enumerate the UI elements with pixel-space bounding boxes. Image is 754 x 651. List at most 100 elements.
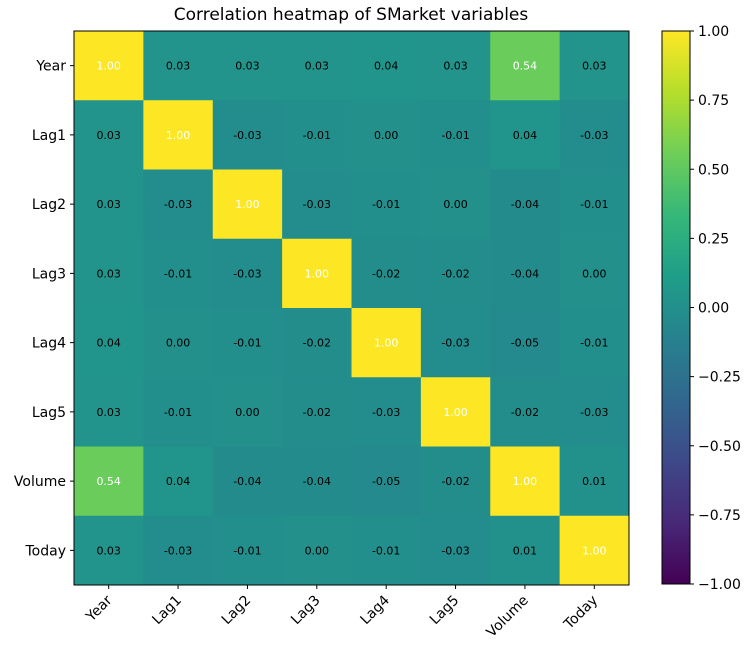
column-tick-label: Year	[83, 592, 116, 625]
colorbar-tick-label: −0.50	[698, 439, 741, 455]
heatmap-cell	[74, 238, 144, 309]
heatmap-cell	[212, 31, 283, 101]
cell-value-label: 0.03	[96, 406, 121, 419]
cell-value-label: 0.04	[96, 337, 121, 350]
heatmap-cell	[559, 515, 630, 586]
heatmap-cell	[490, 446, 561, 517]
cell-value-label: -0.01	[580, 198, 608, 211]
cell-value-label: -0.03	[580, 129, 608, 142]
heatmap-cell	[282, 308, 352, 378]
cell-value-label: 1.00	[235, 198, 260, 211]
cell-value-label: -0.03	[441, 544, 469, 557]
cell-value-label: 0.54	[96, 475, 121, 488]
column-tick-label: Today	[560, 593, 601, 634]
heatmap-cell	[420, 377, 491, 447]
cell-value-label: 0.00	[374, 129, 399, 142]
cell-value-label: -0.01	[441, 129, 469, 142]
heatmap-cell	[420, 308, 491, 378]
heatmap-cell	[490, 515, 561, 586]
cell-value-label: 0.00	[305, 544, 330, 557]
cell-value-label: -0.01	[580, 337, 608, 350]
row-tick-label: Volume	[14, 474, 66, 490]
heatmap-cell	[74, 515, 144, 586]
colorbar-tick-label: −1.00	[698, 577, 741, 593]
cell-value-label: -0.01	[372, 198, 400, 211]
cell-value-label: 0.01	[513, 544, 538, 557]
cell-value-label: -0.04	[511, 198, 539, 211]
cell-value-label: 0.03	[96, 267, 121, 280]
cell-value-label: 1.00	[166, 129, 191, 142]
row-tick-label: Year	[35, 59, 66, 75]
cell-value-label: -0.03	[441, 337, 469, 350]
heatmap-cell	[559, 238, 630, 309]
column-tick-label: Lag4	[358, 592, 394, 628]
cell-value-label: 0.00	[235, 406, 260, 419]
cell-value-label: -0.03	[372, 406, 400, 419]
cell-value-label: -0.02	[303, 337, 331, 350]
cell-value-label: 0.03	[235, 60, 260, 73]
row-tick-labels: Year Lag1 Lag2 Lag3 Lag4 Lag5 Volume Today	[14, 59, 74, 559]
heatmap-cell	[74, 31, 144, 101]
heatmap-cell	[559, 100, 630, 170]
cell-value-label: 0.03	[166, 60, 191, 73]
cell-value-label: -0.01	[372, 544, 400, 557]
colorbar-ticks: 1.00 0.75 0.50 0.25 0.00 −0.25 −0.50 −0.75 −1.00	[690, 24, 741, 593]
cell-value-label: -0.03	[303, 198, 331, 211]
heatmap-cell	[143, 169, 214, 240]
heatmap-cell	[143, 515, 214, 586]
heatmap-cell	[351, 31, 422, 101]
heatmap-cell	[351, 446, 422, 517]
row-tick-label: Lag4	[32, 336, 66, 352]
row-tick-label: Lag3	[32, 266, 66, 282]
plot-frame	[73, 30, 630, 586]
cell-value-label: -0.02	[441, 267, 469, 280]
cell-value-label: -0.02	[441, 475, 469, 488]
cell-value-label: 1.00	[443, 406, 468, 419]
heatmap-cell	[143, 100, 214, 170]
heatmap-cell	[420, 31, 491, 101]
heatmap-cell	[351, 238, 422, 309]
colorbar-tick-label: −0.75	[698, 508, 741, 524]
heatmap-cell	[212, 446, 283, 517]
heatmap-cell	[420, 169, 491, 240]
cell-value-label: 0.03	[96, 544, 121, 557]
heatmap-cell	[351, 100, 422, 170]
heatmap-cell	[282, 169, 352, 240]
row-tick-label: Lag2	[32, 197, 66, 213]
heatmap-cell	[282, 100, 352, 170]
colorbar-tick-label: 0.75	[698, 93, 729, 109]
cell-value-label: 0.00	[582, 267, 607, 280]
heatmap-cell	[490, 100, 561, 170]
heatmap-cell	[74, 169, 144, 240]
heatmap-cell	[212, 377, 283, 447]
heatmap-cell	[212, 515, 283, 586]
column-tick-label: Lag1	[149, 593, 184, 628]
heatmap-cell	[420, 100, 491, 170]
colorbar-tick-label: −0.25	[698, 370, 741, 386]
cell-value-label: 0.03	[582, 60, 607, 73]
cell-value-label: 0.01	[582, 475, 607, 488]
colorbar-tick-label: 0.50	[698, 162, 729, 178]
heatmap-cell	[143, 31, 214, 101]
cell-value-label: 0.04	[374, 60, 399, 73]
cell-value-label: -0.03	[164, 544, 192, 557]
cell-value-label: -0.01	[303, 129, 331, 142]
cell-value-label: 1.00	[305, 267, 330, 280]
cell-value-label: 0.03	[96, 129, 121, 142]
row-tick-label: Lag1	[32, 128, 66, 144]
cell-value-label: -0.01	[164, 267, 192, 280]
heatmap-cell	[212, 308, 283, 378]
heatmap-cell	[490, 238, 561, 309]
cell-value-label: 0.03	[96, 198, 121, 211]
cell-value-label: 1.00	[96, 60, 121, 73]
heatmap-cell	[559, 308, 630, 378]
heatmap-cell	[420, 515, 491, 586]
heatmap-cell	[559, 377, 630, 447]
cell-value-label: -0.01	[164, 406, 192, 419]
cell-value-label: -0.05	[511, 337, 539, 350]
heatmap-cell	[559, 446, 630, 517]
colorbar-tick-label: 0.00	[698, 301, 729, 317]
cell-value-label: -0.04	[233, 475, 261, 488]
heatmap-cell	[74, 308, 144, 378]
colorbar	[661, 30, 691, 585]
